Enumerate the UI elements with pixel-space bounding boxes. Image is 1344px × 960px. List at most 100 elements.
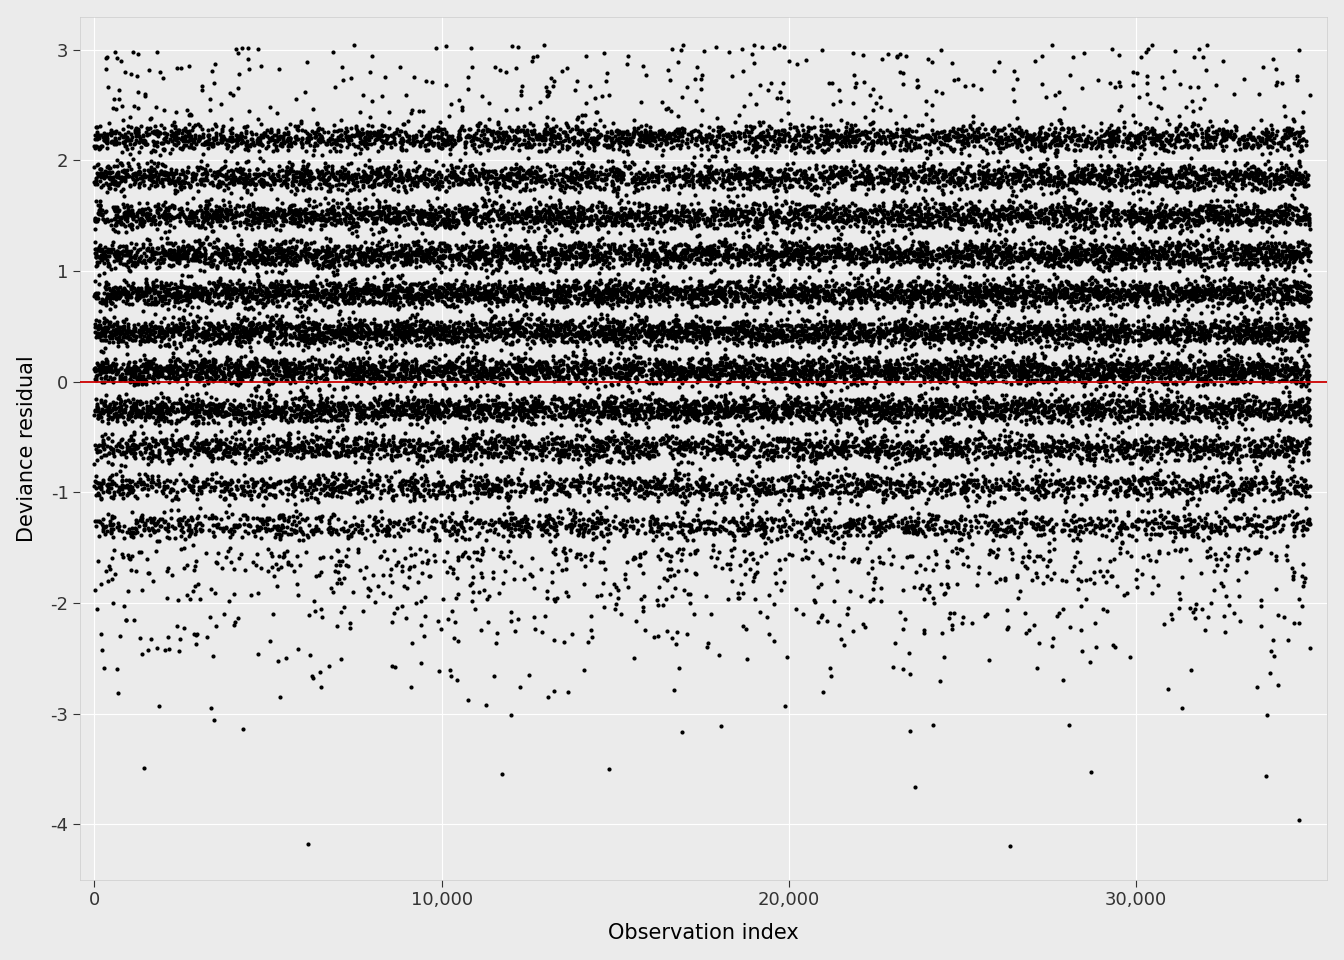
Point xyxy=(722,510,743,525)
Point xyxy=(469,365,491,380)
Point xyxy=(578,324,599,340)
Point xyxy=(1091,140,1113,156)
Point xyxy=(1103,362,1125,377)
Point xyxy=(431,203,453,218)
Point xyxy=(939,274,961,289)
Point xyxy=(862,525,883,540)
Point xyxy=(179,214,200,229)
Point xyxy=(1011,156,1032,172)
Point xyxy=(645,438,667,453)
Point xyxy=(586,123,607,138)
Point xyxy=(988,242,1009,257)
Point xyxy=(913,168,934,183)
Point xyxy=(988,180,1009,195)
Point xyxy=(324,323,345,338)
Point xyxy=(985,297,1007,312)
Point xyxy=(923,435,945,450)
Point xyxy=(320,509,341,524)
Point xyxy=(652,235,673,251)
Point xyxy=(843,129,864,144)
Point xyxy=(401,276,422,292)
Point xyxy=(164,249,185,264)
Point xyxy=(574,131,595,146)
Point xyxy=(1271,521,1293,537)
Point xyxy=(626,246,648,261)
Point xyxy=(108,209,129,225)
Point xyxy=(413,628,434,643)
Point xyxy=(120,119,141,134)
Point xyxy=(1105,250,1126,265)
Point xyxy=(925,126,946,141)
Point xyxy=(1269,523,1290,539)
Point xyxy=(719,425,741,441)
Point xyxy=(410,322,431,337)
Point xyxy=(1219,174,1241,189)
Point xyxy=(1038,251,1059,266)
Point xyxy=(1173,473,1195,489)
Point xyxy=(1031,405,1052,420)
Point xyxy=(339,329,360,345)
Point xyxy=(241,367,262,382)
Point xyxy=(516,359,538,374)
Point xyxy=(532,278,554,294)
Point xyxy=(179,323,200,338)
Point xyxy=(1191,258,1212,274)
Point xyxy=(766,439,788,454)
Point xyxy=(544,199,566,214)
Point xyxy=(860,337,882,352)
Point xyxy=(452,438,473,453)
Point xyxy=(461,326,482,342)
Point xyxy=(660,364,681,379)
Point xyxy=(233,334,254,349)
Point xyxy=(359,179,380,194)
Point xyxy=(1034,247,1055,262)
Point xyxy=(1239,444,1261,459)
Point xyxy=(930,329,952,345)
Point xyxy=(884,369,906,384)
Point xyxy=(519,289,540,304)
Point xyxy=(1064,549,1086,564)
Point xyxy=(202,359,223,374)
Point xyxy=(485,442,507,457)
Point xyxy=(716,202,738,217)
Point xyxy=(347,139,368,155)
Point xyxy=(138,206,160,222)
Point xyxy=(366,526,387,541)
Point xyxy=(247,487,269,502)
Point xyxy=(261,250,282,265)
Point xyxy=(845,251,867,266)
Point xyxy=(570,478,591,493)
Point xyxy=(727,257,749,273)
Point xyxy=(887,211,909,227)
Point xyxy=(113,217,134,232)
Point xyxy=(245,325,266,341)
Point xyxy=(1082,363,1103,378)
Point xyxy=(886,288,907,303)
Point xyxy=(530,492,551,507)
Point xyxy=(857,449,879,465)
Point xyxy=(484,373,505,389)
Point xyxy=(192,478,214,493)
Point xyxy=(601,285,622,300)
Point xyxy=(94,164,116,180)
Point xyxy=(836,336,857,351)
Point xyxy=(1091,351,1113,367)
Point xyxy=(992,208,1013,224)
Point xyxy=(288,284,309,300)
Point xyxy=(907,515,929,530)
Point xyxy=(1020,313,1042,328)
Point xyxy=(388,206,410,222)
Point xyxy=(625,321,646,336)
Point xyxy=(841,403,863,419)
Point xyxy=(491,167,512,182)
Point xyxy=(1230,253,1251,269)
Point xyxy=(102,571,124,587)
Point xyxy=(1188,320,1210,335)
Point xyxy=(207,361,228,376)
Point xyxy=(317,158,339,174)
Point xyxy=(982,272,1004,287)
Point xyxy=(1007,280,1028,296)
Point xyxy=(1003,204,1024,219)
Point xyxy=(410,134,431,150)
Point xyxy=(106,249,128,264)
